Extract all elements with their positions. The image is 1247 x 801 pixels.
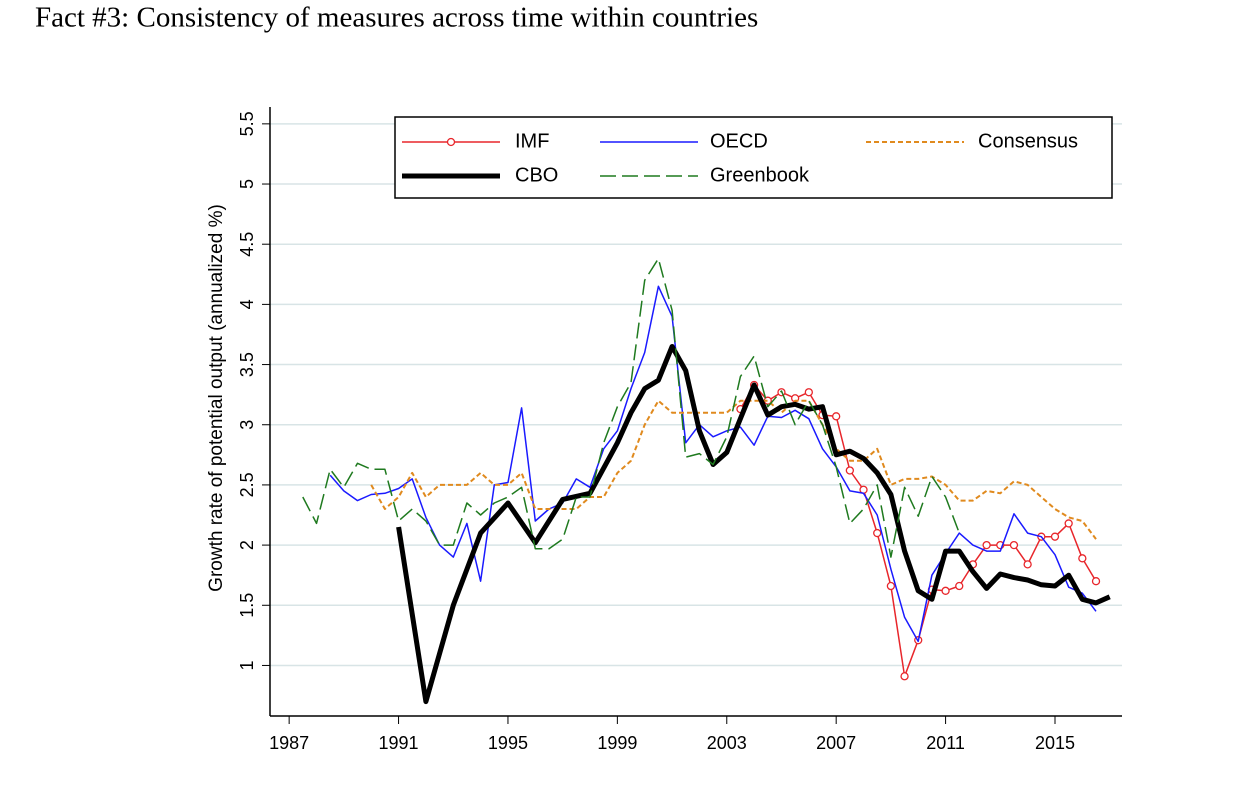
x-tick-label: 1995 <box>488 733 528 753</box>
series-marker <box>900 672 909 681</box>
legend-label: OECD <box>710 130 768 152</box>
series-marker <box>955 581 964 591</box>
series-marker <box>832 412 841 421</box>
series-line <box>396 344 1111 705</box>
y-tick-label: 2 <box>237 540 257 550</box>
chart-title: Fact #3: Consistency of measures across … <box>35 2 758 34</box>
y-tick-label: 4.5 <box>237 232 257 257</box>
x-tick-label: 1991 <box>379 733 419 753</box>
x-tick-label: 1987 <box>269 733 309 753</box>
series-marker <box>1078 554 1087 563</box>
series-marker <box>1091 577 1101 586</box>
legend-marker <box>446 137 456 147</box>
y-tick-label: 3.5 <box>237 352 257 377</box>
y-tick-label: 3 <box>237 420 257 430</box>
y-axis-label: Growth rate of potential output (annuali… <box>206 204 227 592</box>
legend: IMF OECD Consensus CBO Greenbook <box>394 116 1113 199</box>
y-tick-label: 5.5 <box>237 111 257 136</box>
series-line <box>370 399 1097 540</box>
series-marker <box>804 388 813 397</box>
y-tick-label: 1 <box>237 660 257 670</box>
legend-label: Greenbook <box>710 164 810 186</box>
series-marker <box>982 540 991 550</box>
series-line <box>329 285 1097 643</box>
y-tick-label: 1.5 <box>237 593 257 618</box>
legend-box <box>394 116 1113 199</box>
series-marker <box>886 581 896 591</box>
series-marker <box>1064 519 1073 528</box>
series-marker <box>873 528 882 538</box>
series-marker <box>1023 560 1032 569</box>
y-tick-label: 4 <box>237 299 257 309</box>
legend-label: CBO <box>515 164 558 186</box>
series-marker <box>1050 532 1060 541</box>
series-marker <box>845 466 855 475</box>
x-tick-label: 2011 <box>926 733 965 753</box>
y-tick-label: 5 <box>237 179 257 189</box>
x-tick-label: 2007 <box>816 733 856 753</box>
x-tick-label: 2003 <box>707 733 747 753</box>
series-marker <box>941 586 950 595</box>
series-marker <box>1009 540 1019 550</box>
legend-label: IMF <box>515 130 549 152</box>
x-tick-label: 2015 <box>1035 733 1075 753</box>
series-line <box>739 384 1097 678</box>
y-tick-label: 2.5 <box>237 472 257 497</box>
legend-label: Consensus <box>978 130 1078 152</box>
x-tick-label: 1999 <box>597 733 637 753</box>
